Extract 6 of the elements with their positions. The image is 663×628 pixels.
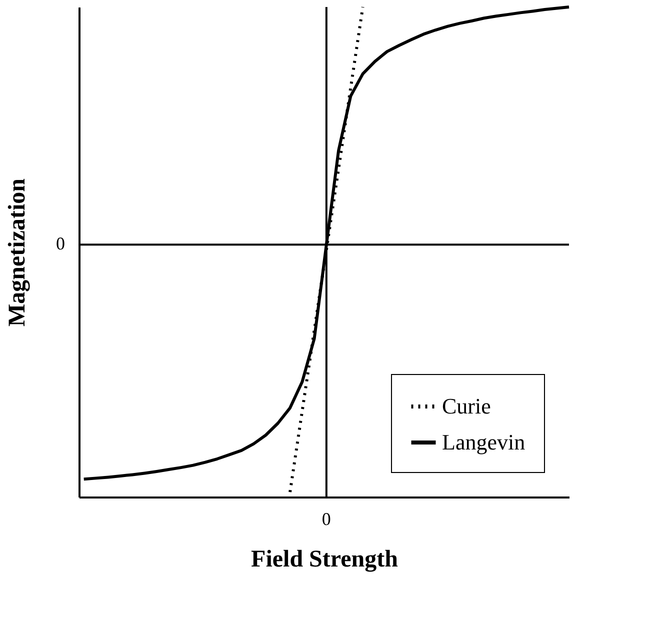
text: 0 bbox=[322, 509, 331, 529]
legend-label: Langevin bbox=[442, 430, 526, 454]
text: 0 bbox=[56, 234, 65, 254]
y-axis-title: Magnetization bbox=[4, 178, 30, 326]
x-axis-title: Field Strength bbox=[251, 546, 398, 572]
legend-label: Curie bbox=[442, 394, 491, 418]
